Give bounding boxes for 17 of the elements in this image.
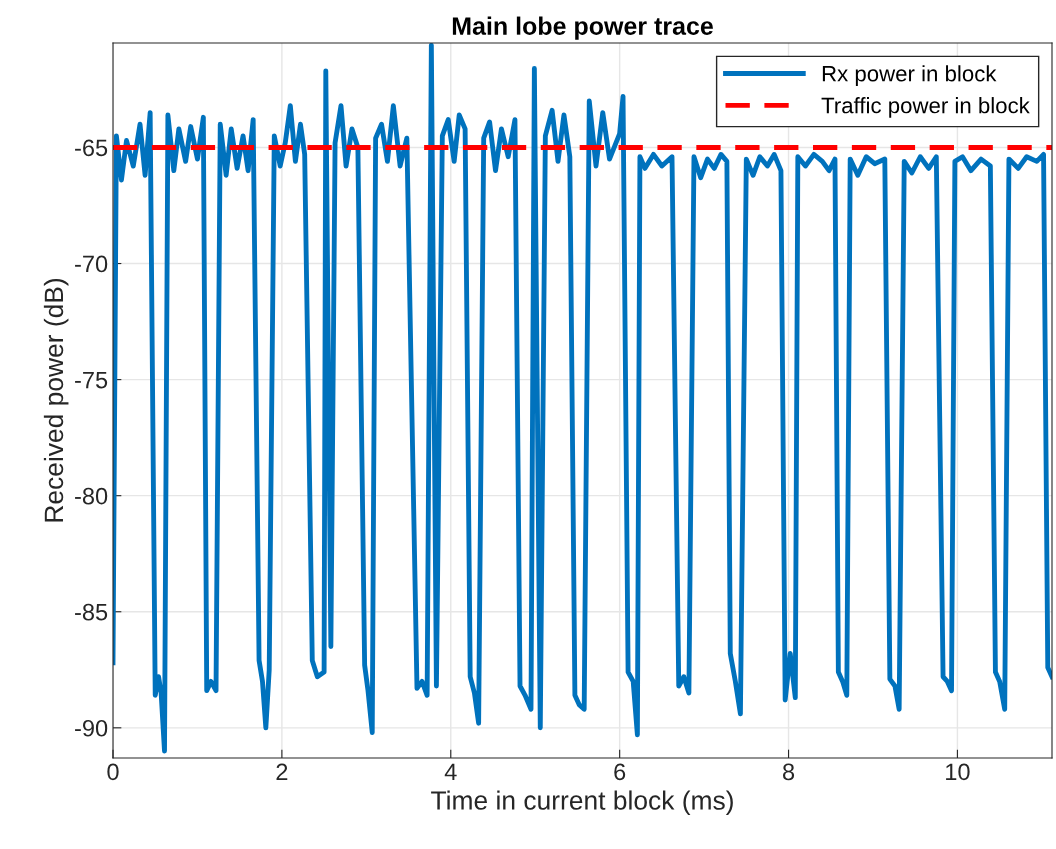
y-tick-label: -70 [75, 255, 108, 273]
y-tick-label: -75 [75, 371, 108, 389]
legend-label: Traffic power in block [821, 97, 1030, 118]
x-tick-label: 6 [614, 763, 626, 781]
y-tick-label: -65 [75, 139, 108, 157]
y-tick-label: -80 [75, 487, 108, 505]
x-axis-title: Time in current block (ms) [431, 790, 733, 816]
x-tick-label: 10 [946, 763, 970, 781]
x-tick-label: 4 [444, 763, 457, 780]
x-tick-label: 8 [783, 763, 795, 781]
x-tick-label: 2 [276, 763, 288, 780]
y-tick-label: -85 [75, 603, 108, 621]
x-tick-label: 0 [107, 763, 119, 781]
legend-label: Rx power in block [822, 65, 997, 86]
y-axis-title: Received power (dB) [43, 278, 69, 522]
chart-title: Main lobe power trace [452, 16, 713, 40]
y-tick-label: -90 [75, 719, 108, 737]
